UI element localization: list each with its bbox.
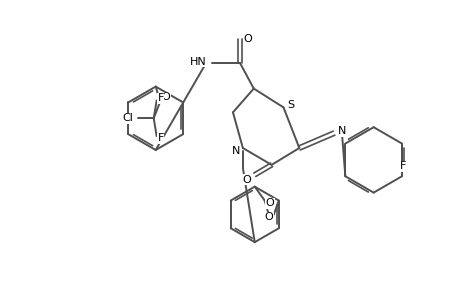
Text: N: N bbox=[337, 126, 345, 136]
Text: O: O bbox=[243, 34, 252, 44]
Text: O: O bbox=[264, 212, 273, 222]
Text: F: F bbox=[157, 133, 163, 143]
Text: S: S bbox=[286, 100, 293, 110]
Text: F: F bbox=[399, 161, 405, 171]
Text: F: F bbox=[157, 94, 163, 103]
Text: Cl: Cl bbox=[122, 113, 133, 123]
Text: HN: HN bbox=[189, 57, 206, 67]
Text: O: O bbox=[265, 199, 274, 208]
Text: N: N bbox=[231, 146, 240, 156]
Text: O: O bbox=[161, 92, 170, 103]
Text: O: O bbox=[242, 175, 251, 185]
